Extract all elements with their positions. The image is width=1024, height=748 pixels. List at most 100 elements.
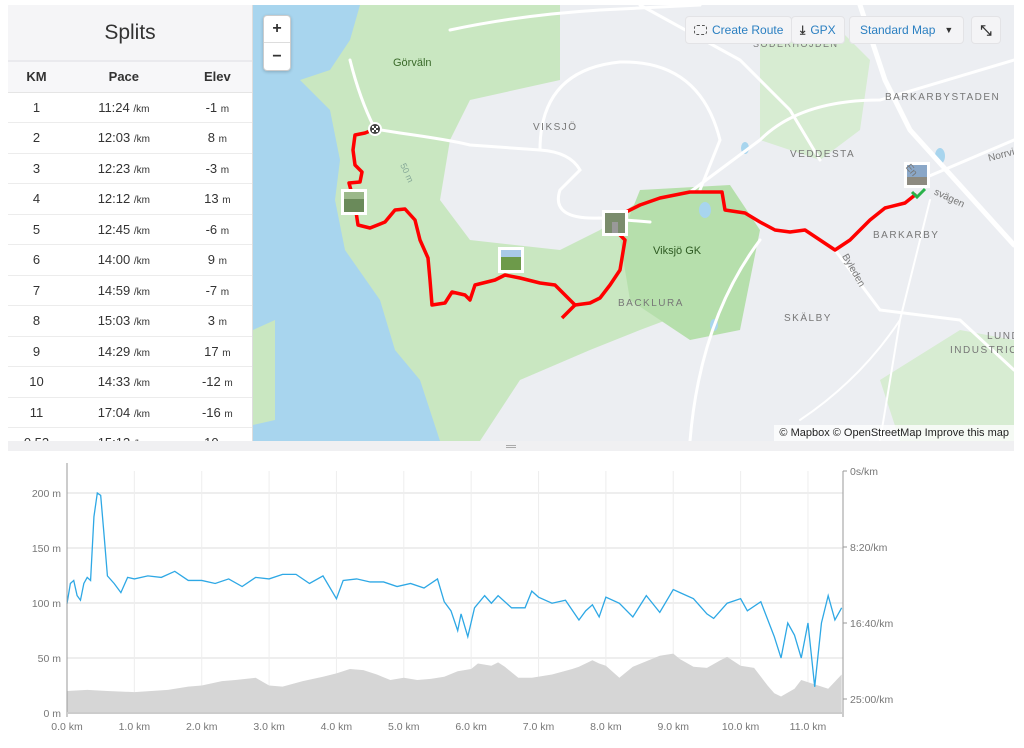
split-pace: 12:45 /km	[64, 214, 183, 245]
split-elev: 8 m	[182, 122, 252, 154]
split-km: 9	[8, 336, 65, 367]
map-style-label: Standard Map	[860, 23, 936, 37]
split-pace: 14:29 /km	[64, 336, 183, 367]
header-elev: Elev	[182, 62, 252, 93]
elevation-pace-chart: 0.0 km 1.0 km 2.0 km 3.0 km 4.0 km 5.0 km 6.0 …	[32, 463, 893, 733]
split-pace: 12:12 /km	[64, 183, 183, 215]
split-row: 3 12:23 /km -3 m	[8, 153, 252, 184]
start-flag-icon[interactable]	[368, 122, 382, 136]
split-elev: 9 m	[182, 244, 252, 276]
map-canvas: 50 m	[253, 5, 1014, 441]
x-tick-label: 10.0 km	[722, 721, 760, 733]
label-veddesta: VEDDESTA	[790, 149, 856, 160]
pace-line	[66, 491, 843, 687]
grip-icon	[506, 444, 516, 448]
split-row: 1 11:24 /km -1 m	[8, 92, 252, 123]
split-km: 8	[8, 305, 65, 337]
split-row: 6 14:00 /km 9 m	[8, 244, 252, 276]
photo-marker[interactable]	[498, 247, 524, 273]
split-pace: 14:00 /km	[64, 244, 183, 276]
zoom-out-button[interactable]: −	[272, 47, 282, 65]
label-backlura: BACKLURA	[618, 298, 684, 309]
photo-marker[interactable]	[602, 210, 628, 236]
label-gorvaln: Görväln	[393, 57, 432, 69]
park-area	[760, 20, 870, 160]
split-elev: -6 m	[182, 214, 252, 245]
route-map[interactable]: 50 m Görväln VIKSJÖ VEDDESTA BARKARBYSTA…	[253, 5, 1014, 441]
x-tick-label: 2.0 km	[186, 721, 218, 733]
split-row: 11 17:04 /km -16 m	[8, 397, 252, 428]
split-km: 11	[8, 397, 65, 428]
split-elev: -16 m	[182, 397, 252, 428]
park-area	[880, 330, 1014, 441]
photo-marker[interactable]	[341, 189, 367, 215]
y-left-tick-label: 150 m	[32, 543, 61, 555]
split-elev: -1 m	[182, 92, 252, 123]
lake-water	[253, 5, 440, 441]
split-row: 9 14:29 /km 17 m	[8, 336, 252, 367]
caret-down-icon: ▼	[944, 25, 954, 35]
header-pace: Pace	[64, 62, 183, 93]
split-km: 0.52	[8, 427, 65, 441]
photo-marker[interactable]	[904, 162, 930, 188]
create-route-button[interactable]: Create Route	[685, 16, 793, 44]
x-tick-label: 11.0 km	[790, 721, 827, 733]
y-right-tick-label: 25:00/km	[850, 694, 893, 706]
split-pace: 14:33 /km	[64, 366, 183, 398]
zoom-in-button[interactable]: +	[264, 16, 290, 43]
label-barkarby: BARKARBY	[873, 230, 940, 241]
y-left-tick-label: 200 m	[32, 488, 61, 500]
split-row: 10 14:33 /km -12 m	[8, 366, 252, 398]
finish-check-icon	[910, 187, 927, 200]
label-industri: INDUSTRIO	[950, 345, 1014, 356]
split-elev: 3 m	[182, 305, 252, 337]
split-row: 0.52 15:13 /km 10 m	[8, 427, 252, 441]
header-km: KM	[8, 62, 65, 93]
split-elev: 10 m	[182, 427, 252, 441]
zoom-control: + −	[263, 15, 291, 71]
split-elev: 13 m	[182, 183, 252, 215]
y-left-tick-label: 100 m	[32, 598, 61, 610]
y-left-tick-label: 50 m	[38, 653, 62, 665]
route-line-branch	[560, 303, 577, 320]
y-left-tick-label: 0 m	[43, 708, 61, 720]
x-tick-label: 6.0 km	[455, 721, 487, 733]
resize-handle[interactable]	[8, 441, 1014, 451]
x-tick-label: 8.0 km	[590, 721, 622, 733]
x-tick-label: 4.0 km	[321, 721, 353, 733]
map-style-dropdown[interactable]: Standard Map ▼	[849, 16, 965, 44]
download-icon: ⤓	[800, 22, 806, 37]
split-row: 8 15:03 /km 3 m	[8, 305, 252, 337]
x-tick-label: 0.0 km	[51, 721, 83, 733]
split-km: 6	[8, 244, 65, 276]
x-tick-label: 3.0 km	[253, 721, 285, 733]
label-soderhojden: SÖDERHÖJDEN	[753, 39, 839, 49]
split-pace: 15:03 /km	[64, 305, 183, 337]
map-attribution[interactable]: © Mapbox © OpenStreetMap Improve this ma…	[774, 425, 1014, 441]
split-pace: 15:13 /km	[64, 427, 183, 441]
fullscreen-button[interactable]: ⤡	[971, 16, 1001, 44]
y-right-tick-label: 16:40/km	[850, 618, 893, 630]
split-row: 7 14:59 /km -7 m	[8, 275, 252, 306]
split-km: 10	[8, 366, 65, 398]
split-km: 7	[8, 275, 65, 306]
label-skalby: SKÄLBY	[784, 313, 832, 324]
split-pace: 11:24 /km	[64, 92, 183, 123]
split-pace: 14:59 /km	[64, 275, 183, 306]
label-viksjo-gk: Viksjö GK	[653, 245, 702, 257]
split-elev: 17 m	[182, 336, 252, 367]
x-tick-label: 9.0 km	[657, 721, 689, 733]
route-line	[347, 127, 917, 307]
x-tick-label: 5.0 km	[388, 721, 420, 733]
split-km: 3	[8, 153, 65, 184]
label-barkarbystaden: BARKARBYSTADEN	[885, 92, 1001, 103]
split-elev: -7 m	[182, 275, 252, 306]
gpx-label: GPX	[810, 23, 836, 37]
split-row: 4 12:12 /km 13 m	[8, 183, 252, 215]
split-km: 2	[8, 122, 65, 154]
label-lund: LUND	[987, 331, 1014, 342]
gpx-download-button[interactable]: ⤓ GPX	[791, 16, 845, 44]
split-elev: -3 m	[182, 153, 252, 184]
split-pace: 12:23 /km	[64, 153, 183, 184]
